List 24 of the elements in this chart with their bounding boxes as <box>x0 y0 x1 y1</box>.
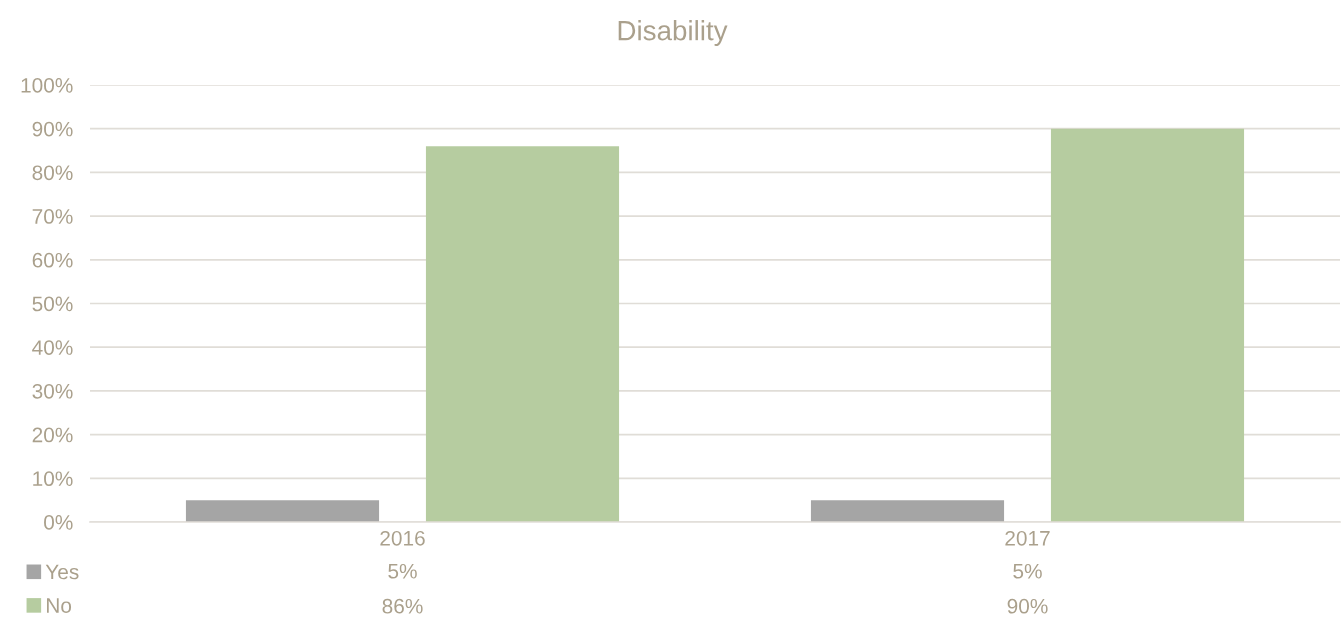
y-tick-label: 100% <box>21 78 73 93</box>
x-tick-label: 2017 <box>1005 530 1050 546</box>
data-label: 90% <box>1007 598 1048 614</box>
y-tick-label: 40% <box>32 340 73 355</box>
chart-title: Disability <box>618 20 728 46</box>
bar <box>1050 128 1245 522</box>
y-tick-label: 0% <box>44 515 73 530</box>
data-label: 5% <box>388 563 417 579</box>
legend-label: No <box>47 598 72 613</box>
y-tick-label: 90% <box>32 121 73 137</box>
y-tick-label: 30% <box>32 383 73 399</box>
bar <box>425 146 620 522</box>
bar <box>810 500 1005 522</box>
y-tick-label: 10% <box>33 471 73 487</box>
y-tick-label: 70% <box>32 209 73 224</box>
bar <box>185 500 380 522</box>
legend-label: Yes <box>45 564 79 580</box>
data-label: 86% <box>382 598 423 614</box>
data-label: 5% <box>1013 563 1042 579</box>
y-tick-label: 80% <box>32 165 73 181</box>
x-tick-label: 2016 <box>380 530 425 546</box>
y-tick-label: 50% <box>32 296 73 312</box>
y-tick-label: 20% <box>32 427 73 443</box>
y-tick-label: 60% <box>32 252 73 268</box>
